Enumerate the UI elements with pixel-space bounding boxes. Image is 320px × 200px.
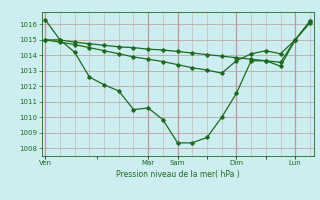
X-axis label: Pression niveau de la mer( hPa ): Pression niveau de la mer( hPa ) [116, 170, 239, 179]
